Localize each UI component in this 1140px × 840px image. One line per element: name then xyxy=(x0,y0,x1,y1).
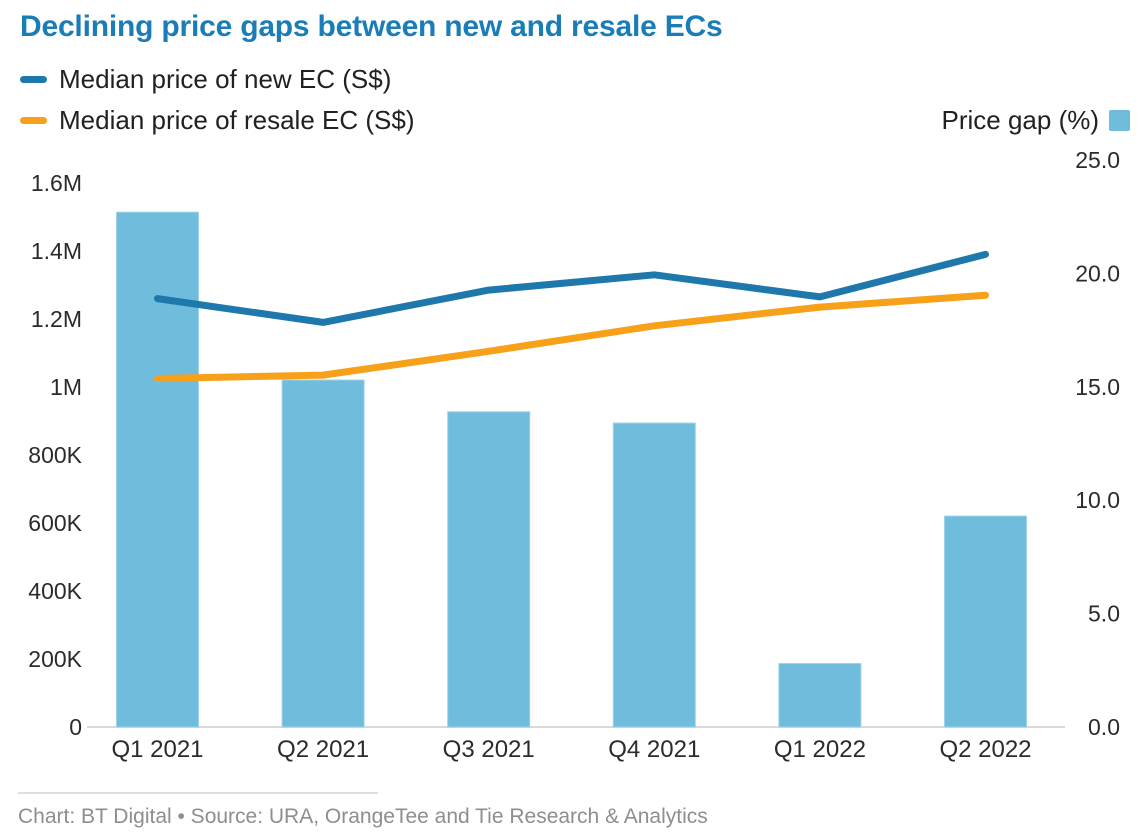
price-gap-bar-swatch xyxy=(1109,109,1130,131)
left-axis-tick-400K: 400K xyxy=(28,578,82,604)
legend-item-new-ec: Median price of new EC (S$) xyxy=(20,63,391,95)
legend-item-resale-ec: Median price of resale EC (S$) xyxy=(20,104,414,136)
price_gap-bar-q2-2021 xyxy=(281,379,365,728)
price_gap-bar-q1-2022 xyxy=(778,662,862,728)
left-axis-tick-600K: 600K xyxy=(28,510,82,536)
right-axis-tick-0.0: 0.0 xyxy=(1088,714,1120,740)
chart-title: Declining price gaps between new and res… xyxy=(20,10,723,43)
price_gap-bar-q3-2021 xyxy=(447,411,531,728)
x-axis-label-q4-2021: Q4 2021 xyxy=(608,736,700,763)
left-axis-tick-1M: 1M xyxy=(50,374,82,400)
price_gap-bar-q4-2021 xyxy=(612,422,696,728)
left-axis-tick-1.6M: 1.6M xyxy=(31,170,82,196)
right-axis-tick-25.0: 25.0 xyxy=(1075,147,1120,173)
x-axis-label-q1-2021: Q1 2021 xyxy=(111,736,203,763)
left-axis-tick-1.4M: 1.4M xyxy=(31,238,82,264)
left-axis-tick-1.2M: 1.2M xyxy=(31,306,82,332)
left-axis-tick-0: 0 xyxy=(69,714,82,740)
right-axis-tick-10.0: 10.0 xyxy=(1075,487,1120,513)
price_gap-bar-q2-2022 xyxy=(944,515,1027,728)
price-gap-legend-label: Price gap (%) xyxy=(941,104,1100,135)
footer-divider xyxy=(18,792,378,794)
legend-item-price-gap: Price gap (%) xyxy=(941,104,1130,136)
left-axis-tick-800K: 800K xyxy=(28,442,82,468)
new-ec-line-swatch xyxy=(20,75,47,83)
left-axis-tick-200K: 200K xyxy=(28,646,82,672)
right-axis-tick-20.0: 20.0 xyxy=(1075,260,1120,286)
new-ec-legend-label: Median price of new EC (S$) xyxy=(59,63,392,94)
x-axis-label-q2-2022: Q2 2022 xyxy=(939,736,1031,763)
source-note: Chart: BT Digital • Source: URA, OrangeT… xyxy=(18,805,708,828)
right-axis-tick-5.0: 5.0 xyxy=(1088,601,1120,627)
right-axis-tick-15.0: 15.0 xyxy=(1075,374,1120,400)
x-axis-label-q2-2021: Q2 2021 xyxy=(277,736,369,763)
x-axis-label-q3-2021: Q3 2021 xyxy=(443,736,535,763)
resale_ec-line xyxy=(154,291,989,382)
resale-ec-line-swatch xyxy=(20,116,47,124)
new_ec-line xyxy=(154,250,989,326)
x-axis-label-q1-2022: Q1 2022 xyxy=(774,736,866,763)
resale-ec-legend-label: Median price of resale EC (S$) xyxy=(59,104,415,135)
price_gap-bar-q1-2021 xyxy=(116,211,199,728)
